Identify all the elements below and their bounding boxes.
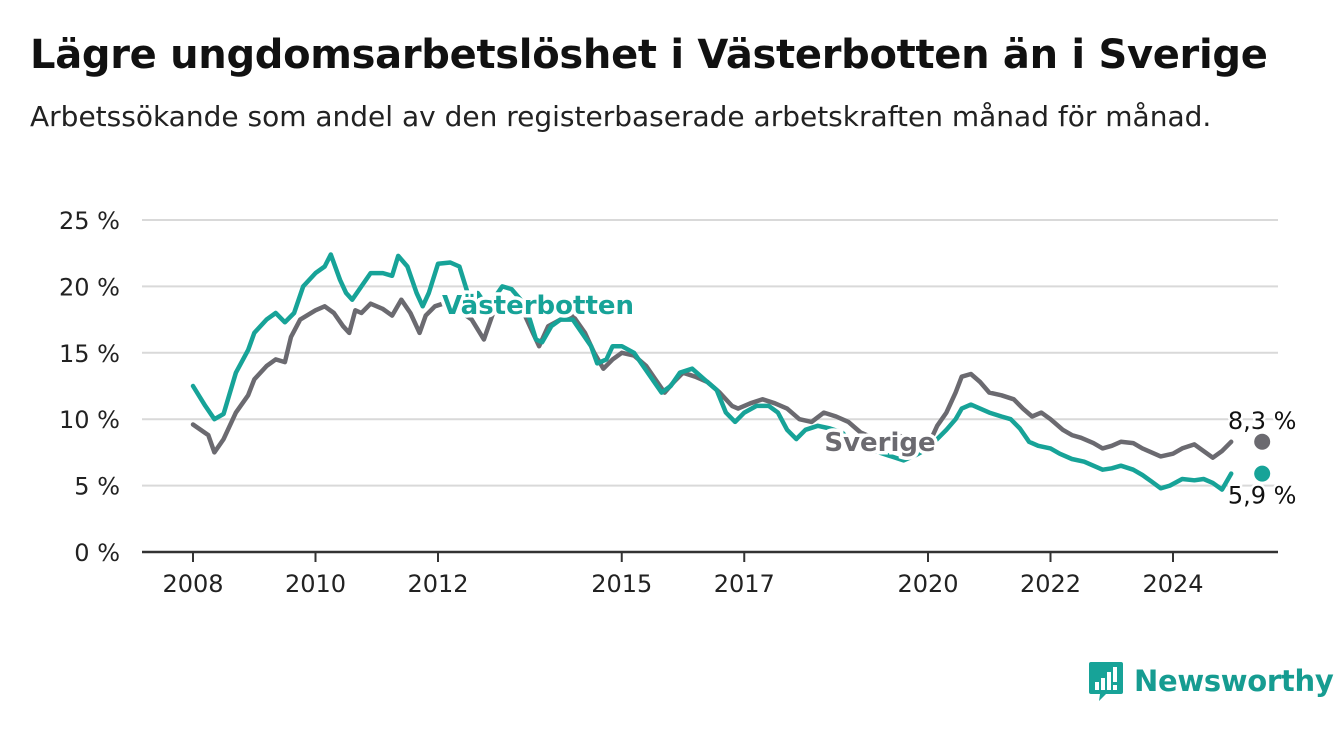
x-tick-label: 2008 [162,570,223,598]
x-tick-label: 2022 [1020,570,1081,598]
y-tick-label: 0 % [74,539,120,567]
x-tick-label: 2017 [714,570,775,598]
series-line-sverige [190,297,1234,460]
end-point-marker [1254,433,1271,450]
x-tick-label: 2010 [285,570,346,598]
line-chart: 0 %5 %10 %15 %20 %25 % 2008 2010 2012 2015 2… [59,207,1299,598]
brand-name: Newsworthy [1134,664,1334,698]
y-tick-label: 10 % [59,406,120,434]
x-tick-label: 2015 [591,570,652,598]
y-tick-label: 20 % [59,273,120,301]
newsworthy-logo-icon [1089,662,1123,701]
chart-title: Lägre ungdomsarbetslöshet i Västerbotten… [30,32,1268,78]
series-label-sverige: Sverige [824,428,935,458]
newsworthy-brand: Newsworthy [1088,660,1334,702]
chart-subtitle: Arbetssökande som andel av den registerb… [30,100,1212,133]
x-tick-label: 2012 [407,570,468,598]
end-value-label: 8,3 % [1228,407,1297,435]
series-lines [190,252,1271,492]
y-axis-ticks: 0 % 5 % 10 % 15 % 20 % 25 % [59,207,120,567]
x-tick-label: 2024 [1142,570,1203,598]
series-label-vasterbotten: Västerbotten [442,291,634,321]
series-labels: 8,3 % 5,9 % Västerbotten Sverige [438,288,1299,513]
x-axis-ticks: 2008 2010 2012 2015 2017 2020 2022 2024 [162,552,1204,598]
y-tick-label: 15 % [59,340,120,368]
x-tick-label: 2020 [897,570,958,598]
grid-lines [142,219,1278,554]
y-tick-label: 25 % [59,207,120,235]
end-value-label: 5,9 % [1228,482,1297,510]
end-point-marker [1254,465,1271,482]
y-tick-label: 5 % [74,473,120,501]
series-line-vasterbotten [190,252,1234,492]
